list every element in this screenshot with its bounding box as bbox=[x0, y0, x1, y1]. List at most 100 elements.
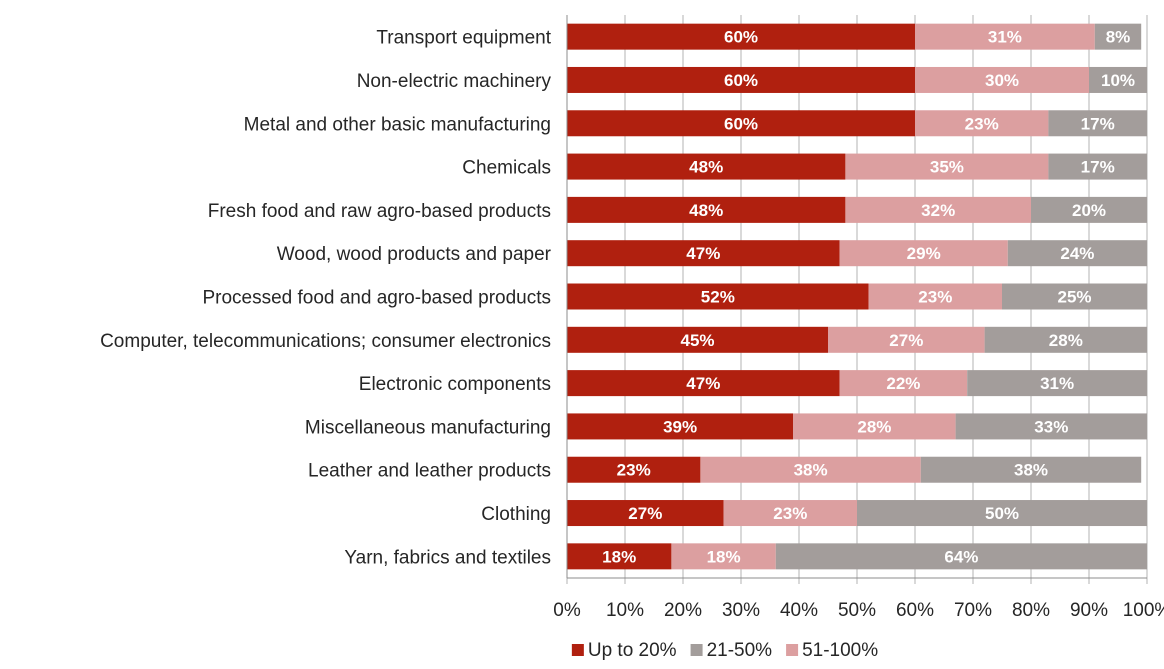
bar-segment bbox=[868, 283, 1002, 310]
x-tick-label: 20% bbox=[664, 600, 702, 621]
data-label: 60% bbox=[724, 28, 758, 47]
bar-segment bbox=[1094, 23, 1142, 50]
data-label: 39% bbox=[663, 417, 697, 436]
category-label: Computer, telecommunications; consumer e… bbox=[100, 331, 551, 352]
legend-label: Up to 20% bbox=[588, 640, 677, 661]
bar-segment bbox=[567, 370, 840, 397]
data-label: 23% bbox=[617, 461, 651, 480]
data-label: 35% bbox=[930, 158, 964, 177]
bar-segment bbox=[567, 326, 828, 353]
data-label: 27% bbox=[889, 331, 923, 350]
x-tick-label: 40% bbox=[780, 600, 818, 621]
data-label: 23% bbox=[918, 288, 952, 307]
data-label: 23% bbox=[773, 504, 807, 523]
data-label: 17% bbox=[1081, 158, 1115, 177]
bar-segment bbox=[857, 500, 1147, 527]
category-label: Electronic components bbox=[359, 374, 551, 395]
bar-segment bbox=[1031, 196, 1147, 223]
data-label: 17% bbox=[1081, 114, 1115, 133]
category-label: Chemicals bbox=[462, 158, 551, 179]
data-label: 25% bbox=[1057, 288, 1091, 307]
x-tick-label: 50% bbox=[838, 600, 876, 621]
x-tick-label: 80% bbox=[1012, 600, 1050, 621]
data-label: 48% bbox=[689, 201, 723, 220]
bar-segment bbox=[915, 110, 1049, 137]
bar-segment bbox=[567, 500, 724, 527]
x-tick-label: 10% bbox=[606, 600, 644, 621]
bar-segment bbox=[567, 23, 915, 50]
data-label: 18% bbox=[707, 547, 741, 566]
data-label: 8% bbox=[1106, 28, 1131, 47]
bar-segment bbox=[828, 326, 985, 353]
data-label: 64% bbox=[944, 547, 978, 566]
bar-segment bbox=[915, 66, 1089, 93]
data-label: 29% bbox=[907, 244, 941, 263]
legend: Up to 20% 21-50% 51-100% bbox=[571, 640, 878, 661]
bar-segment bbox=[845, 153, 1049, 180]
bar-segment bbox=[723, 500, 857, 527]
bar-segment bbox=[793, 413, 956, 440]
legend-label: 51-100% bbox=[802, 640, 878, 661]
category-label: Transport equipment bbox=[376, 28, 551, 49]
data-label: 28% bbox=[857, 417, 891, 436]
legend-label: 21-50% bbox=[707, 640, 773, 661]
legend-swatch bbox=[571, 644, 584, 656]
x-tick-labels: 0% 10% 20% 30% 40% 50% 60% 70% 80% 90% 100% bbox=[553, 600, 1164, 621]
data-label: 50% bbox=[985, 504, 1019, 523]
x-tick-label: 60% bbox=[896, 600, 934, 621]
bar-segment bbox=[700, 456, 921, 483]
bar-segment bbox=[775, 543, 1147, 570]
category-label: Metal and other basic manufacturing bbox=[244, 114, 551, 135]
data-label: 18% bbox=[602, 547, 636, 566]
category-label: Clothing bbox=[481, 504, 551, 525]
data-label: 20% bbox=[1072, 201, 1106, 220]
data-label: 24% bbox=[1060, 244, 1094, 263]
bar-segment bbox=[1048, 153, 1147, 180]
bar-segment bbox=[567, 66, 915, 93]
data-label: 23% bbox=[965, 114, 999, 133]
bar-segment bbox=[839, 240, 1008, 267]
data-label: 31% bbox=[988, 28, 1022, 47]
bar-segment bbox=[984, 326, 1147, 353]
legend-swatch bbox=[786, 644, 799, 656]
category-label: Wood, wood products and paper bbox=[277, 244, 552, 265]
category-labels: Transport equipment Non-electric machiner… bbox=[100, 28, 552, 569]
data-label: 38% bbox=[1014, 461, 1048, 480]
data-label: 60% bbox=[724, 71, 758, 90]
category-label: Yarn, fabrics and textiles bbox=[344, 547, 551, 568]
data-label: 48% bbox=[689, 158, 723, 177]
data-label: 22% bbox=[886, 374, 920, 393]
bar-segment bbox=[567, 543, 672, 570]
category-label: Non-electric machinery bbox=[357, 71, 552, 92]
bar-segment bbox=[967, 370, 1147, 397]
category-label: Fresh food and raw agro-based products bbox=[208, 201, 551, 222]
data-label: 10% bbox=[1101, 71, 1135, 90]
bar-segment bbox=[1089, 66, 1147, 93]
bar-segment bbox=[920, 456, 1142, 483]
category-label: Leather and leather products bbox=[308, 461, 551, 482]
x-tick-label: 30% bbox=[722, 600, 760, 621]
bar-segment bbox=[567, 283, 869, 310]
bar-segment bbox=[1007, 240, 1147, 267]
x-tick-label: 70% bbox=[954, 600, 992, 621]
data-label: 27% bbox=[628, 504, 662, 523]
category-label: Processed food and agro-based products bbox=[202, 288, 551, 309]
data-label: 47% bbox=[686, 374, 720, 393]
bar-segment bbox=[955, 413, 1147, 440]
data-label: 31% bbox=[1040, 374, 1074, 393]
legend-swatch bbox=[690, 644, 703, 656]
category-label: Miscellaneous manufacturing bbox=[305, 417, 551, 438]
bar-segment bbox=[1048, 110, 1147, 137]
bar-segment bbox=[567, 110, 915, 137]
data-label: 45% bbox=[680, 331, 714, 350]
data-label: 60% bbox=[724, 114, 758, 133]
x-tick-label: 100% bbox=[1123, 600, 1164, 621]
bar-segment bbox=[915, 23, 1095, 50]
data-label: 28% bbox=[1049, 331, 1083, 350]
bar-segment bbox=[845, 196, 1031, 223]
bar-segment bbox=[671, 543, 776, 570]
bar-segment bbox=[1002, 283, 1147, 310]
data-label: 30% bbox=[985, 71, 1019, 90]
